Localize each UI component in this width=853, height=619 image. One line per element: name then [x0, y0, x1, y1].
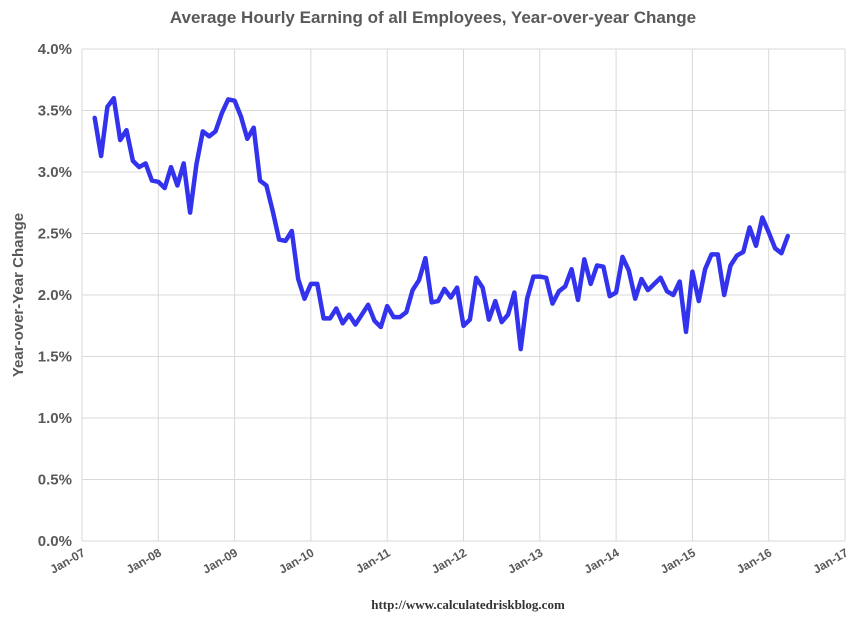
y-tick-label: 2.5% [38, 226, 72, 243]
x-tick-label: Jan-08 [124, 545, 164, 576]
y-tick-label: 1.5% [38, 349, 72, 366]
x-tick-label: Jan-15 [658, 545, 698, 576]
y-axis-ticks: 0.0% 0.5% 1.0% 1.5% 2.0% 2.5% 3.0% 3.5% 4.0% [38, 41, 72, 550]
y-tick-label: 4.0% [38, 41, 72, 58]
y-tick-label: 2.0% [38, 287, 72, 304]
y-tick-label: 3.5% [38, 103, 72, 120]
x-tick-label: Jan-14 [582, 545, 622, 576]
x-axis-ticks: Jan-07 Jan-08 Jan-09 Jan-10 Jan-11 Jan-12 Jan-… [48, 545, 851, 576]
x-tick-label: Jan-09 [200, 545, 240, 576]
y-tick-label: 0.5% [38, 472, 72, 489]
x-tick-label: Jan-11 [353, 545, 393, 576]
gridlines [81, 48, 846, 542]
x-tick-label: Jan-10 [276, 545, 316, 576]
series-layer [92, 95, 791, 352]
x-tick-label: Jan-17 [811, 545, 851, 576]
y-tick-label: 0.0% [38, 533, 72, 550]
y-tick-label: 3.0% [38, 164, 72, 181]
source-url: http://www.calculatedriskblog.com [371, 597, 565, 612]
chart-title: Average Hourly Earning of all Employees,… [170, 8, 696, 27]
x-tick-label: Jan-13 [505, 545, 545, 576]
series-line [92, 95, 791, 352]
y-tick-label: 1.0% [38, 410, 72, 427]
x-tick-label: Jan-07 [48, 545, 88, 576]
x-tick-label: Jan-12 [429, 545, 469, 576]
y-axis-title: Year-over-Year Change [10, 213, 27, 377]
x-tick-label: Jan-16 [734, 545, 774, 576]
